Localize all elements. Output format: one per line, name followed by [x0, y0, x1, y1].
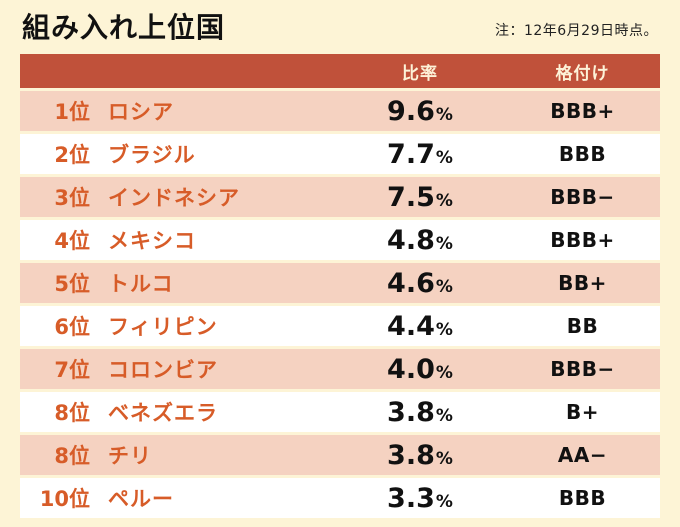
percent-sign: % [435, 190, 453, 211]
column-header-ratio: 比率 [402, 63, 438, 84]
ratio-value: 4.8 [387, 224, 435, 256]
percent-sign: % [435, 147, 453, 168]
ratio-value: 3.8 [387, 439, 435, 471]
country-label: トルコ [108, 272, 174, 297]
ratio-value: 3.8 [387, 396, 435, 428]
table-row: 2位 ブラジル 7.7% BBB [20, 131, 660, 175]
country-label: フィリピン [108, 315, 218, 340]
ratio-value: 7.7 [387, 138, 435, 170]
country-label: ロシア [108, 100, 174, 125]
table-row: 1位 ロシア 9.6% BBB+ [20, 88, 660, 132]
ranking-table: 比率 格付け 1位 ロシア 9.6% BBB+ 2位 ブラジル 7.7% BBB… [20, 54, 660, 519]
country-label: ブラジル [108, 143, 196, 168]
rank-label: 6位 [54, 315, 90, 340]
rank-label: 5位 [54, 272, 90, 297]
percent-sign: % [435, 233, 453, 254]
rank-label: 1位 [54, 100, 90, 125]
rank-label: 3位 [54, 186, 90, 211]
table-row: 7位 コロンビア 4.0% BBB− [20, 346, 660, 390]
rating-value: BBB− [550, 185, 615, 210]
as-of-date-note: 注：12年6月29日時点。 [494, 23, 658, 40]
country-label: チリ [108, 444, 152, 469]
rank-label: 4位 [54, 229, 90, 254]
percent-sign: % [435, 104, 453, 125]
ratio-value: 4.0 [387, 353, 435, 385]
rank-label: 8位 [54, 401, 90, 426]
percent-sign: % [435, 448, 453, 469]
table-row: 6位 フィリピン 4.4% BB [20, 303, 660, 347]
rating-value: BBB [558, 142, 607, 167]
ratio-value: 4.6 [387, 267, 435, 299]
rating-value: BBB [558, 486, 607, 511]
rating-value: B+ [565, 400, 599, 425]
rating-value: BBB+ [550, 228, 615, 253]
percent-sign: % [435, 491, 453, 512]
rank-label: 8位 [54, 444, 90, 469]
rating-value: BB [566, 314, 599, 339]
percent-sign: % [435, 276, 453, 297]
ratio-value: 9.6 [387, 95, 435, 127]
country-label: メキシコ [108, 229, 196, 254]
country-label: ベネズエラ [108, 401, 218, 426]
ratio-value: 4.4 [387, 310, 435, 342]
table-row: 3位 インドネシア 7.5% BBB− [20, 174, 660, 218]
rating-value: BBB+ [550, 99, 615, 124]
country-label: コロンビア [108, 358, 218, 383]
percent-sign: % [435, 405, 453, 426]
table-row: 10位 ペルー 3.3% BBB [20, 475, 660, 519]
rating-value: AA− [557, 443, 608, 468]
page-title: 組み入れ上位国 [22, 11, 226, 44]
table-row: 4位 メキシコ 4.8% BBB+ [20, 217, 660, 261]
table-row: 8位 チリ 3.8% AA− [20, 432, 660, 476]
percent-sign: % [435, 319, 453, 340]
table-row: 8位 ベネズエラ 3.8% B+ [20, 389, 660, 433]
table-header-row: 比率 格付け [20, 54, 660, 89]
column-header-rating: 格付け [555, 63, 610, 84]
rating-value: BB+ [558, 271, 607, 296]
ratio-value: 3.3 [387, 482, 435, 514]
country-label: ペルー [108, 487, 174, 512]
ratio-value: 7.5 [387, 181, 435, 213]
rank-label: 7位 [54, 358, 90, 383]
percent-sign: % [435, 362, 453, 383]
rank-label: 2位 [54, 143, 90, 168]
country-label: インドネシア [108, 186, 240, 211]
rating-value: BBB− [550, 357, 615, 382]
table-row: 5位 トルコ 4.6% BB+ [20, 260, 660, 304]
rank-label: 10位 [39, 487, 90, 512]
header-bar: 組み入れ上位国 注：12年6月29日時点。 [20, 11, 660, 44]
